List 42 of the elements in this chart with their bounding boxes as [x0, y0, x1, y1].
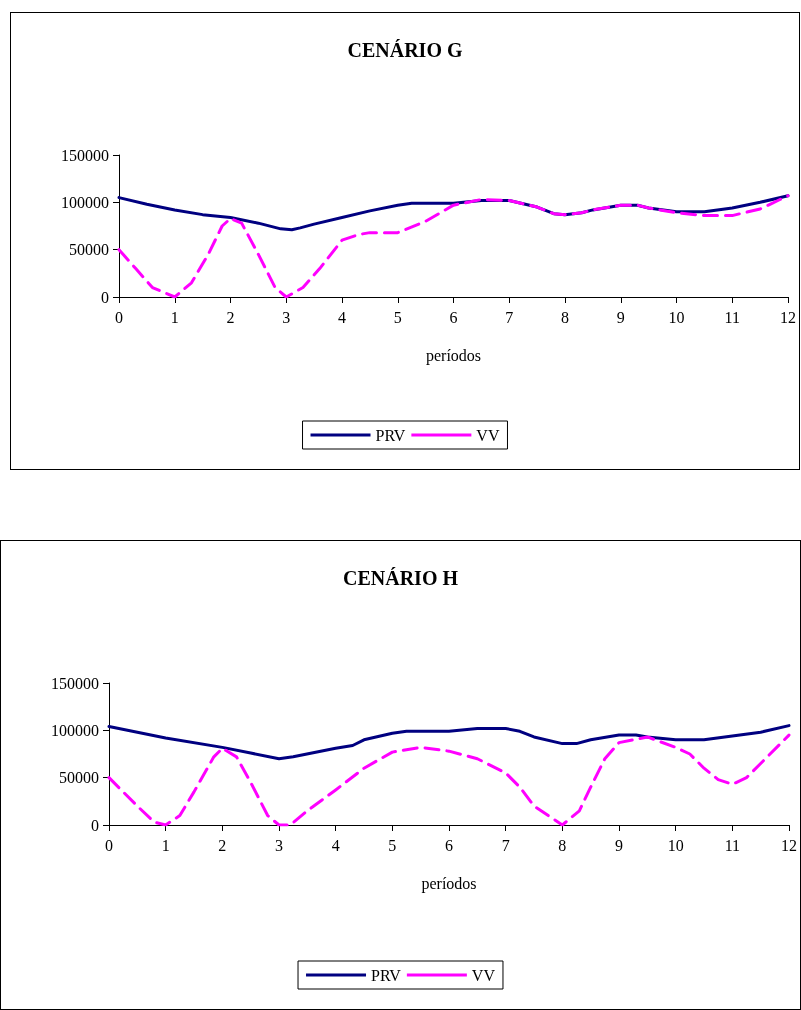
- x-tick-label: 1: [170, 308, 179, 326]
- x-axis-title: períodos: [425, 346, 482, 365]
- x-tick-label: 1: [161, 836, 170, 854]
- y-tick-label: 150000: [61, 146, 109, 164]
- x-tick-label: 4: [338, 308, 346, 326]
- x-tick-label: 10: [668, 308, 685, 326]
- x-tick-label: 5: [388, 836, 397, 854]
- x-tick-label: 10: [667, 836, 684, 854]
- y-tick-label: 100000: [61, 193, 109, 211]
- x-tick-label: 5: [393, 308, 402, 326]
- x-tick-label: 6: [449, 308, 458, 326]
- y-tick-label: 100000: [51, 721, 99, 739]
- x-tick-label: 3: [282, 308, 291, 326]
- x-tick-label: 12: [781, 836, 797, 854]
- y-tick-label: 0: [101, 288, 109, 306]
- x-tick-label: 3: [275, 836, 283, 854]
- y-tick-label: 0: [91, 816, 99, 834]
- chart-title: CENÁRIO H: [342, 567, 459, 589]
- x-tick-label: 4: [331, 836, 340, 854]
- y-tick-label: 150000: [51, 674, 99, 692]
- x-tick-label: 2: [218, 836, 227, 854]
- x-tick-label: 6: [445, 836, 453, 854]
- x-tick-label: 8: [558, 836, 567, 854]
- x-tick-label: 8: [561, 308, 569, 326]
- x-tick-label: 11: [724, 836, 741, 854]
- x-tick-label: 12: [780, 308, 796, 326]
- legend-label: VV: [476, 426, 500, 444]
- y-tick-label: 50000: [69, 241, 109, 259]
- x-axis-title: períodos: [421, 874, 477, 893]
- x-tick-label: 0: [115, 308, 123, 326]
- y-tick-label: 50000: [59, 769, 99, 787]
- x-tick-label: 7: [505, 308, 514, 326]
- legend-label: VV: [471, 966, 496, 984]
- x-tick-label: 9: [616, 308, 625, 326]
- chart-title: CENÁRIO G: [347, 39, 463, 61]
- legend-label: PRV: [371, 966, 402, 984]
- x-tick-label: 7: [501, 836, 510, 854]
- x-tick-label: 9: [615, 836, 623, 854]
- line-series: [107, 724, 791, 761]
- x-tick-label: 11: [724, 308, 740, 326]
- x-tick-label: 2: [226, 308, 235, 326]
- legend-label: PRV: [375, 426, 406, 444]
